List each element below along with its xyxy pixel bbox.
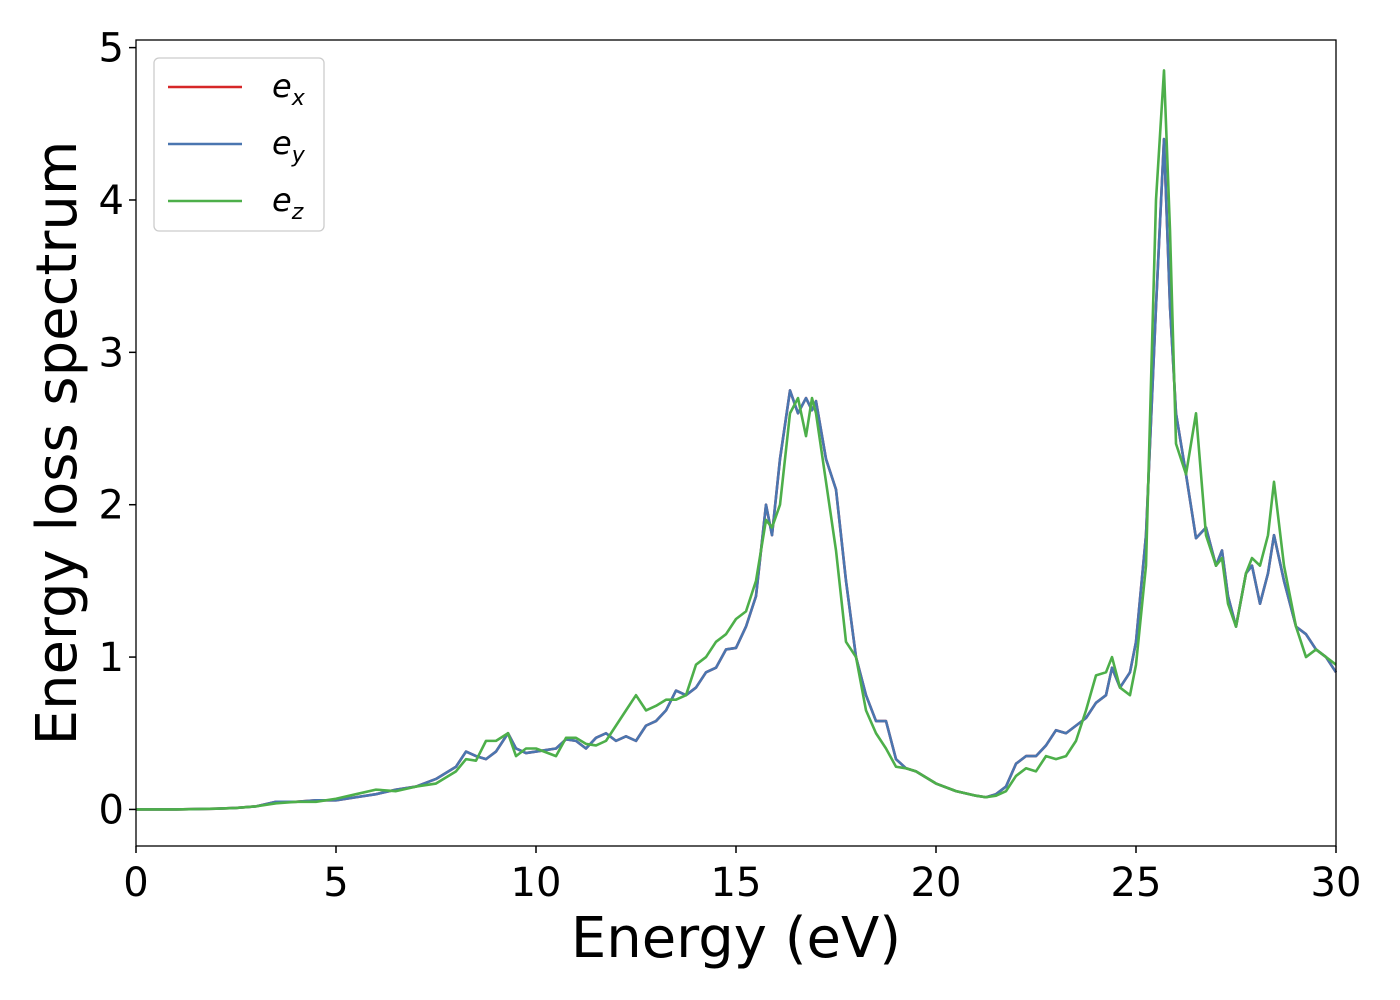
x-tick-label: 25	[1111, 860, 1162, 906]
legend-name: e	[272, 124, 292, 162]
x-tick-label: 5	[323, 860, 348, 906]
x-tick-label: 0	[123, 860, 148, 906]
y-tick-label: 0	[99, 787, 124, 833]
legend-name: e	[272, 67, 292, 105]
legend-subscript: z	[291, 200, 304, 225]
legend-label: ey	[272, 124, 306, 168]
line-series	[136, 69, 1337, 811]
line-series	[136, 137, 1338, 811]
legend-subscript: y	[291, 143, 306, 168]
x-tick-label: 15	[711, 860, 762, 906]
x-tick-label: 10	[511, 860, 562, 906]
x-tick-label: 20	[911, 860, 962, 906]
y-tick-label: 2	[99, 483, 124, 529]
x-tick-label: 30	[1311, 860, 1362, 906]
legend-label: ex	[272, 67, 306, 111]
legend-name: e	[272, 181, 292, 219]
y-tick-label: 5	[99, 26, 124, 72]
x-axis-label: Energy (eV)	[571, 906, 901, 971]
plot-frame	[135, 39, 1337, 847]
y-tick-label: 3	[99, 330, 124, 376]
legend-subscript: x	[291, 86, 306, 111]
y-tick-label: 1	[99, 635, 124, 681]
y-tick-label: 4	[99, 178, 124, 224]
y-axis-label: Energy loss spectrum	[25, 141, 90, 746]
legend-label: ez	[272, 181, 304, 225]
